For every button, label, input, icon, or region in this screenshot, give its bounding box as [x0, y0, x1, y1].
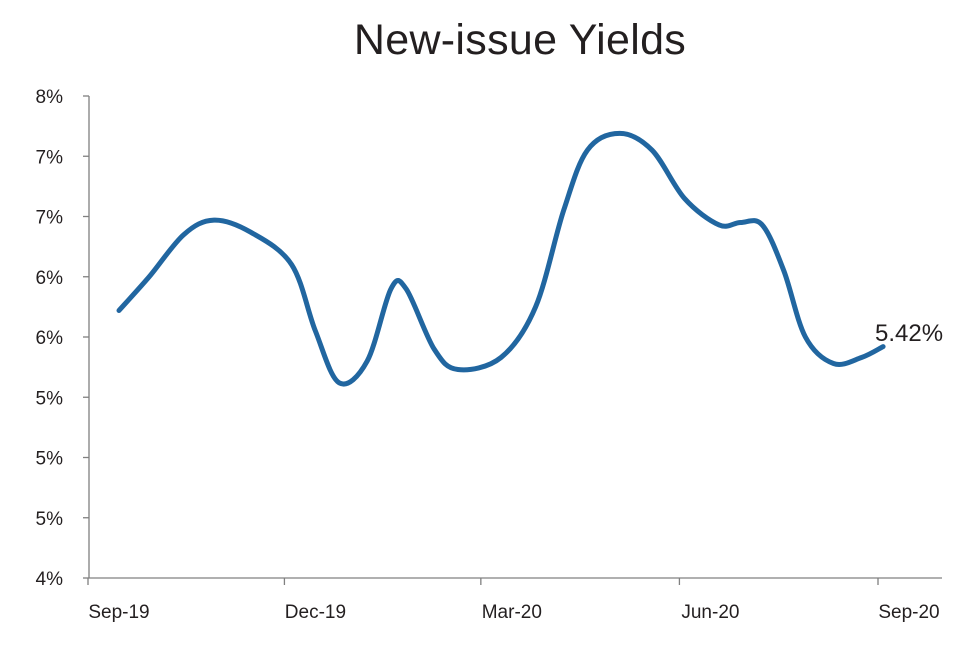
y-tick-label: 5%: [36, 388, 64, 409]
x-tick-label: Sep-20: [878, 602, 939, 623]
end-value-label: 5.42%: [875, 320, 943, 347]
y-tick-label: 7%: [36, 147, 64, 168]
x-tick-label: Jun-20: [681, 602, 739, 623]
y-tick-label: 4%: [36, 569, 64, 590]
x-tick-label: Dec-19: [285, 602, 346, 623]
series-layer: [116, 130, 886, 387]
y-tick-label: 7%: [36, 208, 64, 229]
y-tick-label: 8%: [36, 87, 64, 108]
y-tick-label: 6%: [36, 268, 64, 289]
x-axis-ticks: Sep-19 Dec-19 Mar-20 Jun-20 Sep-20: [87, 578, 940, 623]
x-tick-label: Mar-20: [482, 602, 542, 623]
y-tick-label: 5%: [36, 449, 64, 470]
chart-title: New-issue Yields: [353, 16, 687, 64]
y-tick-label: 5%: [36, 509, 64, 530]
y-axis-ticks: 4% 5% 5% 5% 6% 6% 7% 7% 8%: [36, 87, 89, 590]
y-tick-label: 6%: [36, 328, 64, 349]
series-line-0: [116, 130, 886, 387]
x-tick-label: Sep-19: [88, 602, 149, 623]
